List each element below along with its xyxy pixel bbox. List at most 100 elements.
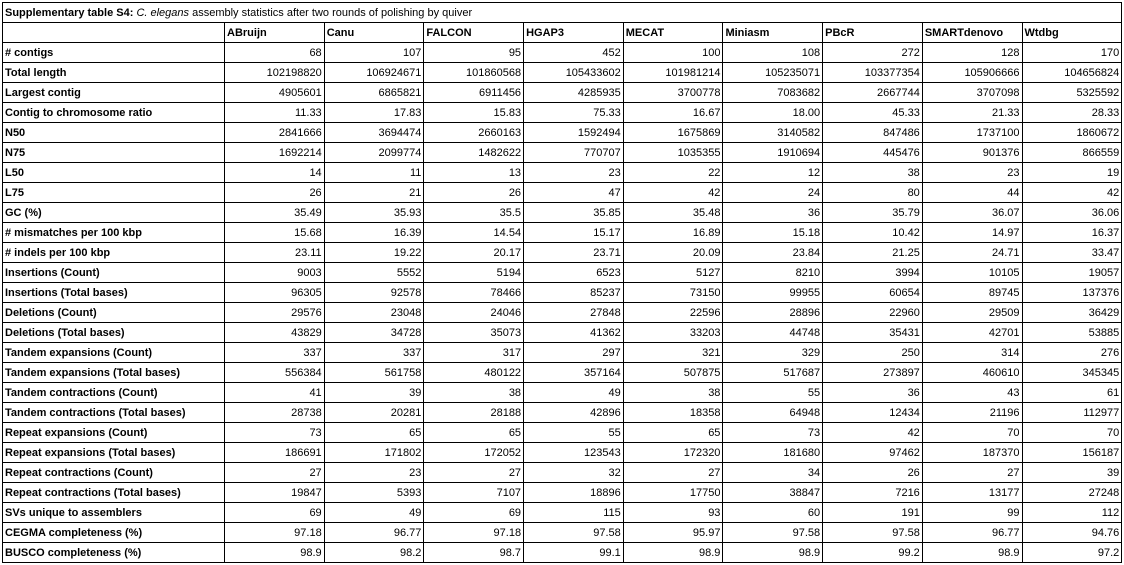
data-cell: 1737100 — [922, 123, 1022, 143]
data-cell: 172320 — [623, 443, 723, 463]
data-cell: 770707 — [524, 143, 624, 163]
data-cell: 61 — [1022, 383, 1122, 403]
data-cell: 97462 — [823, 443, 923, 463]
data-cell: 357164 — [524, 363, 624, 383]
data-cell: 98.9 — [225, 543, 325, 563]
data-cell: 314 — [922, 343, 1022, 363]
data-cell: 23.84 — [723, 243, 823, 263]
data-cell: 28188 — [424, 403, 524, 423]
data-cell: 99.2 — [823, 543, 923, 563]
data-cell: 2667744 — [823, 83, 923, 103]
data-cell: 1675869 — [623, 123, 723, 143]
metric-label: # contigs — [3, 43, 225, 63]
data-cell: 85237 — [524, 283, 624, 303]
data-cell: 3700778 — [623, 83, 723, 103]
data-cell: 55 — [723, 383, 823, 403]
data-cell: 19847 — [225, 483, 325, 503]
data-cell: 14.54 — [424, 223, 524, 243]
data-cell: 20.09 — [623, 243, 723, 263]
data-cell: 20.17 — [424, 243, 524, 263]
data-cell: 3694474 — [324, 123, 424, 143]
data-cell: 181680 — [723, 443, 823, 463]
data-cell: 43 — [922, 383, 1022, 403]
metric-label: L75 — [3, 183, 225, 203]
metric-label: SVs unique to assemblers — [3, 503, 225, 523]
data-cell: 4285935 — [524, 83, 624, 103]
data-cell: 107 — [324, 43, 424, 63]
data-cell: 15.17 — [524, 223, 624, 243]
column-header: MECAT — [623, 23, 723, 43]
data-cell: 250 — [823, 343, 923, 363]
data-cell: 27 — [922, 463, 1022, 483]
data-cell: 847486 — [823, 123, 923, 143]
data-cell: 42896 — [524, 403, 624, 423]
data-cell: 556384 — [225, 363, 325, 383]
data-cell: 27 — [225, 463, 325, 483]
metric-label: Total length — [3, 63, 225, 83]
data-cell: 2841666 — [225, 123, 325, 143]
data-cell: 191 — [823, 503, 923, 523]
data-cell: 123543 — [524, 443, 624, 463]
data-cell: 19057 — [1022, 263, 1122, 283]
data-cell: 23 — [524, 163, 624, 183]
data-cell: 22596 — [623, 303, 723, 323]
data-cell: 105235071 — [723, 63, 823, 83]
metric-label: Tandem contractions (Count) — [3, 383, 225, 403]
data-cell: 70 — [1022, 423, 1122, 443]
data-cell: 186691 — [225, 443, 325, 463]
data-cell: 35.49 — [225, 203, 325, 223]
data-cell: 6523 — [524, 263, 624, 283]
data-cell: 297 — [524, 343, 624, 363]
data-cell: 70 — [922, 423, 1022, 443]
metric-label: Deletions (Total bases) — [3, 323, 225, 343]
data-cell: 20281 — [324, 403, 424, 423]
data-cell: 53885 — [1022, 323, 1122, 343]
data-cell: 65 — [424, 423, 524, 443]
data-cell: 16.39 — [324, 223, 424, 243]
metric-label: CEGMA completeness (%) — [3, 523, 225, 543]
data-cell: 18896 — [524, 483, 624, 503]
data-cell: 8210 — [723, 263, 823, 283]
metric-label: Insertions (Count) — [3, 263, 225, 283]
data-cell: 94.76 — [1022, 523, 1122, 543]
metric-label: Tandem expansions (Count) — [3, 343, 225, 363]
data-cell: 39 — [1022, 463, 1122, 483]
data-cell: 35431 — [823, 323, 923, 343]
metric-label: # indels per 100 kbp — [3, 243, 225, 263]
data-cell: 55 — [524, 423, 624, 443]
data-cell: 112 — [1022, 503, 1122, 523]
data-cell: 13 — [424, 163, 524, 183]
data-cell: 38847 — [723, 483, 823, 503]
data-cell: 23.11 — [225, 243, 325, 263]
data-cell: 1860672 — [1022, 123, 1122, 143]
data-cell: 69 — [225, 503, 325, 523]
data-cell: 22 — [623, 163, 723, 183]
data-cell: 60654 — [823, 283, 923, 303]
data-cell: 34728 — [324, 323, 424, 343]
data-cell: 80 — [823, 183, 923, 203]
data-cell: 26 — [424, 183, 524, 203]
data-cell: 1592494 — [524, 123, 624, 143]
data-cell: 36 — [823, 383, 923, 403]
data-cell: 96.77 — [922, 523, 1022, 543]
data-cell: 28896 — [723, 303, 823, 323]
metric-label: Largest contig — [3, 83, 225, 103]
data-cell: 1910694 — [723, 143, 823, 163]
metric-label: Repeat expansions (Total bases) — [3, 443, 225, 463]
data-cell: 19.22 — [324, 243, 424, 263]
data-cell: 44748 — [723, 323, 823, 343]
data-cell: 105433602 — [524, 63, 624, 83]
data-cell: 329 — [723, 343, 823, 363]
data-cell: 36429 — [1022, 303, 1122, 323]
data-cell: 23.71 — [524, 243, 624, 263]
data-cell: 100 — [623, 43, 723, 63]
data-cell: 2099774 — [324, 143, 424, 163]
data-cell: 101981214 — [623, 63, 723, 83]
data-cell: 104656824 — [1022, 63, 1122, 83]
data-cell: 65 — [324, 423, 424, 443]
data-cell: 23 — [922, 163, 1022, 183]
data-cell: 7216 — [823, 483, 923, 503]
data-cell: 23 — [324, 463, 424, 483]
data-cell: 96305 — [225, 283, 325, 303]
data-cell: 64948 — [723, 403, 823, 423]
